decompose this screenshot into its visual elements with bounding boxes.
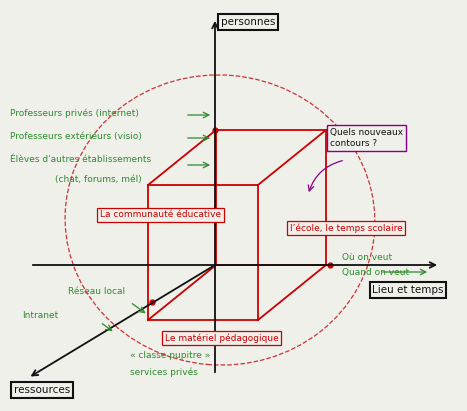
Text: Réseau local: Réseau local [68, 288, 125, 296]
Text: l’école, le temps scolaire: l’école, le temps scolaire [290, 223, 403, 233]
Text: Professeurs extérieurs (visio): Professeurs extérieurs (visio) [10, 132, 142, 141]
Text: Lieu et temps: Lieu et temps [372, 285, 444, 295]
Text: Intranet: Intranet [22, 310, 58, 319]
Text: ressources: ressources [14, 385, 70, 395]
Text: Quels nouveaux
contours ?: Quels nouveaux contours ? [330, 127, 403, 148]
Text: (chat, forums, mél): (chat, forums, mél) [55, 175, 142, 185]
Text: Où on veut: Où on veut [342, 254, 392, 263]
Text: « classe pupitre »: « classe pupitre » [130, 351, 210, 360]
Text: Quand on veut: Quand on veut [342, 268, 409, 277]
Text: La communauté éducative: La communauté éducative [100, 210, 221, 219]
Text: services privés: services privés [130, 367, 198, 377]
Text: personnes: personnes [221, 17, 275, 27]
Text: Professeurs privés (internet): Professeurs privés (internet) [10, 108, 139, 118]
Text: Élèves d'autres établissements: Élèves d'autres établissements [10, 155, 151, 164]
Text: Le matériel pédagogique: Le matériel pédagogique [165, 333, 279, 343]
